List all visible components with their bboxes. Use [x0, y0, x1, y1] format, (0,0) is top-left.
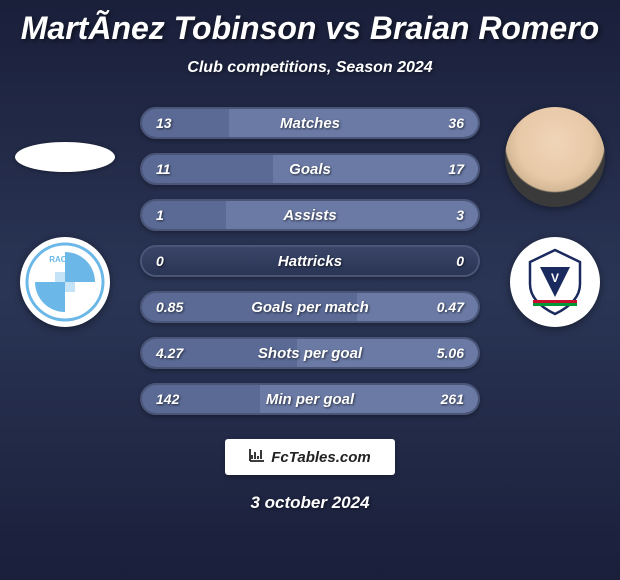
- stat-row: 11 Goals 17: [140, 153, 480, 185]
- snapshot-date: 3 october 2024: [0, 493, 620, 513]
- stat-value-right: 0.47: [437, 299, 464, 315]
- stat-label: Goals: [289, 161, 331, 178]
- stat-row: 142 Min per goal 261: [140, 383, 480, 415]
- stat-value-left: 4.27: [156, 345, 183, 361]
- stat-value-right: 36: [448, 115, 464, 131]
- stat-value-right: 3: [456, 207, 464, 223]
- stat-label: Hattricks: [278, 253, 342, 270]
- stat-value-left: 1: [156, 207, 164, 223]
- stat-value-left: 0.85: [156, 299, 183, 315]
- stat-value-right: 17: [448, 161, 464, 177]
- player-right-photo: [505, 107, 605, 207]
- svg-text:RACING: RACING: [49, 255, 81, 264]
- right-player-column: V: [500, 107, 610, 327]
- left-player-column: RACING: [10, 107, 120, 327]
- club-right-badge: V: [510, 237, 600, 327]
- stat-label: Goals per match: [251, 299, 369, 316]
- brand-logo: FcTables.com: [225, 439, 395, 475]
- stat-row: 1 Assists 3: [140, 199, 480, 231]
- chart-icon: [249, 448, 265, 467]
- stat-row: 0.85 Goals per match 0.47: [140, 291, 480, 323]
- comparison-body: RACING V 13 Matches 36 11 Goals 17 1 Assists 3 0 H…: [0, 107, 620, 415]
- stat-row: 0 Hattricks 0: [140, 245, 480, 277]
- stat-row: 4.27 Shots per goal 5.06: [140, 337, 480, 369]
- stat-value-left: 0: [156, 253, 164, 269]
- stat-value-left: 11: [156, 161, 171, 177]
- player-left-photo: [15, 142, 115, 172]
- svg-text:V: V: [551, 271, 559, 285]
- stat-value-left: 13: [156, 115, 172, 131]
- stat-bar-right: [229, 109, 478, 137]
- stat-value-right: 0: [456, 253, 464, 269]
- club-left-badge: RACING: [20, 237, 110, 327]
- stat-value-right: 261: [441, 391, 464, 407]
- stat-value-left: 142: [156, 391, 179, 407]
- stat-row: 13 Matches 36: [140, 107, 480, 139]
- stat-label: Matches: [280, 115, 340, 132]
- comparison-title: MartÃ­nez Tobinson vs Braian Romero: [0, 0, 620, 47]
- stat-bar-left: [142, 201, 226, 229]
- stat-label: Min per goal: [266, 391, 354, 408]
- brand-text: FcTables.com: [271, 449, 370, 466]
- stat-label: Shots per goal: [258, 345, 362, 362]
- stats-list: 13Matches3611Goals171Assists30Hattricks0…: [140, 107, 480, 415]
- stat-value-right: 5.06: [437, 345, 464, 361]
- stat-label: Assists: [283, 207, 336, 224]
- comparison-subtitle: Club competitions, Season 2024: [0, 59, 620, 77]
- stat-bar-right: [226, 201, 478, 229]
